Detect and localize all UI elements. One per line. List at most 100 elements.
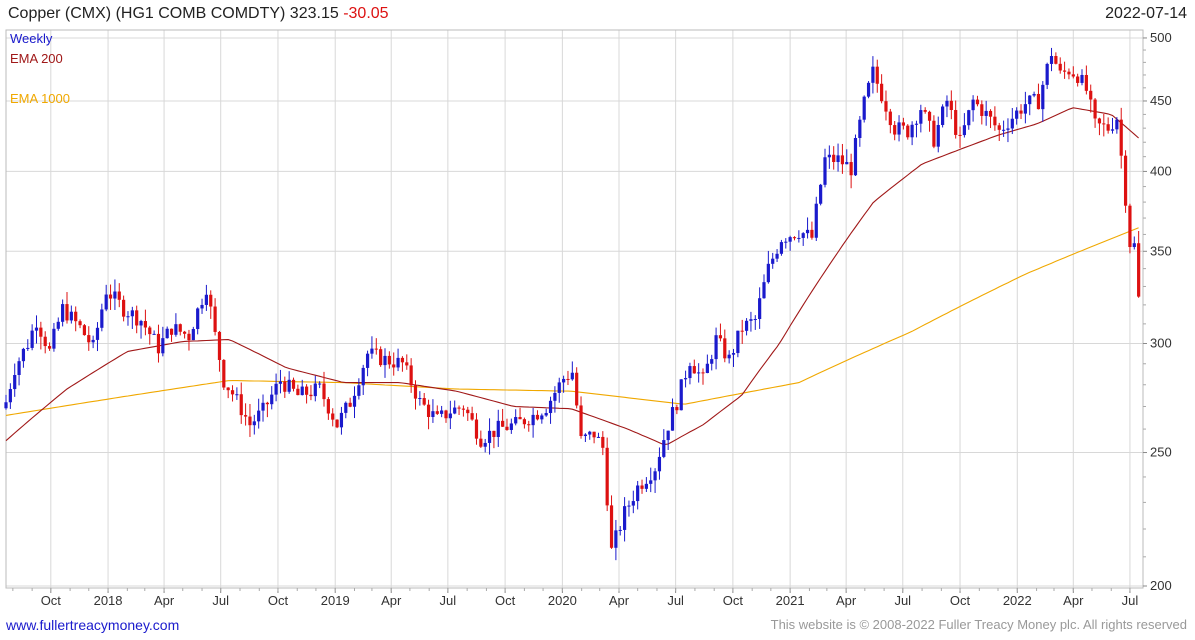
candle-body xyxy=(187,333,191,341)
candle-body xyxy=(169,328,174,335)
candle-body xyxy=(352,395,357,407)
candle-body xyxy=(396,357,400,368)
candle-body xyxy=(570,372,574,380)
candle-body xyxy=(849,162,853,176)
candle-body xyxy=(1115,119,1119,130)
candle-body xyxy=(1084,74,1088,91)
candle-body xyxy=(65,304,69,321)
candle-body xyxy=(400,357,405,363)
candle-body xyxy=(252,421,256,426)
candle-body xyxy=(122,299,126,317)
candle-body xyxy=(784,241,788,243)
candle-body xyxy=(335,419,339,428)
candle-body xyxy=(544,413,548,416)
candle-body xyxy=(736,330,740,354)
candlestick-series xyxy=(4,47,1141,561)
candle-body xyxy=(697,372,701,374)
candle-body xyxy=(87,335,91,343)
candle-body xyxy=(370,348,374,354)
candle-body xyxy=(30,330,34,348)
candle-body xyxy=(1054,56,1058,64)
candle-body xyxy=(688,366,692,379)
candle-body xyxy=(1089,90,1093,100)
candle-body xyxy=(823,157,827,185)
candle-body xyxy=(988,110,993,117)
candle-body xyxy=(165,328,169,339)
candle-body xyxy=(1058,63,1062,71)
candle-body xyxy=(178,324,182,332)
candle-body xyxy=(448,413,452,419)
candle-body xyxy=(501,420,505,427)
candle-body xyxy=(622,506,627,530)
y-tick-label-450: 450 xyxy=(1150,93,1172,108)
candle-body xyxy=(261,402,265,411)
y-tick-label-300: 300 xyxy=(1150,335,1172,350)
candle-body xyxy=(779,242,784,254)
candle-body xyxy=(466,409,470,414)
candle-body xyxy=(1102,123,1106,125)
x-tick-label-2021-07-01: Jul xyxy=(894,593,911,608)
y-tick-label-250: 250 xyxy=(1150,445,1172,460)
x-tick-label-2019-10-01: Oct xyxy=(495,593,516,608)
candle-body xyxy=(278,381,283,384)
candle-body xyxy=(666,430,670,441)
candle-body xyxy=(322,383,326,400)
candle-body xyxy=(213,306,217,332)
candle-body xyxy=(727,354,731,359)
candle-body xyxy=(683,378,688,380)
candle-body xyxy=(958,134,962,136)
candle-body xyxy=(130,310,134,317)
candle-body xyxy=(431,411,435,417)
candle-body xyxy=(718,335,723,339)
x-tick-label-2017-10-01: Oct xyxy=(41,593,62,608)
candle-body xyxy=(762,282,766,299)
chart-date: 2022-07-14 xyxy=(1105,5,1187,22)
candle-body xyxy=(274,383,278,395)
candle-body xyxy=(731,353,736,355)
candle-body xyxy=(457,407,461,409)
x-tick-label-2022-07-01: Jul xyxy=(1122,593,1139,608)
candle-body xyxy=(531,414,535,426)
candle-body xyxy=(152,333,156,335)
horizontal-gridlines xyxy=(6,37,1143,587)
candle-body xyxy=(832,154,836,163)
candle-body xyxy=(644,483,648,489)
candle-body xyxy=(230,390,235,395)
candle-body xyxy=(714,335,718,360)
x-tick-label-2019-04-01: Apr xyxy=(381,593,402,608)
candle-body xyxy=(945,100,949,107)
candle-body xyxy=(1119,119,1123,156)
site-link[interactable]: www.fullertreacymoney.com xyxy=(6,617,180,633)
candle-body xyxy=(1080,74,1084,83)
candle-body xyxy=(1076,76,1080,83)
candle-body xyxy=(1001,129,1006,131)
x-tick-label-2018-01-01: 2018 xyxy=(94,593,123,608)
candle-body xyxy=(662,440,666,457)
candle-body xyxy=(701,372,705,374)
candle-body xyxy=(309,394,313,397)
copyright-notice: This website is © 2008-2022 Fuller Treac… xyxy=(770,617,1187,632)
candle-body xyxy=(387,355,391,365)
candle-body xyxy=(932,120,936,147)
ema200-series xyxy=(5,107,1139,446)
y-tick-label-350: 350 xyxy=(1150,243,1172,258)
candle-body xyxy=(653,471,657,481)
candle-body xyxy=(1137,243,1141,297)
candle-body xyxy=(82,325,87,336)
x-tick-label-2020-01-01: 2020 xyxy=(548,593,577,608)
candle-body xyxy=(296,388,300,396)
candle-body xyxy=(1036,93,1041,110)
candle-body xyxy=(200,304,204,309)
candle-body xyxy=(222,359,226,388)
candle-body xyxy=(104,294,108,310)
candle-body xyxy=(875,66,879,84)
candle-body xyxy=(744,320,749,331)
candle-body xyxy=(575,372,579,406)
candle-body xyxy=(941,106,945,125)
candle-body xyxy=(34,327,39,331)
candle-body xyxy=(1097,118,1102,124)
candle-body xyxy=(914,123,919,125)
candle-body xyxy=(583,434,587,437)
candle-body xyxy=(566,378,570,380)
candle-body xyxy=(191,329,195,341)
